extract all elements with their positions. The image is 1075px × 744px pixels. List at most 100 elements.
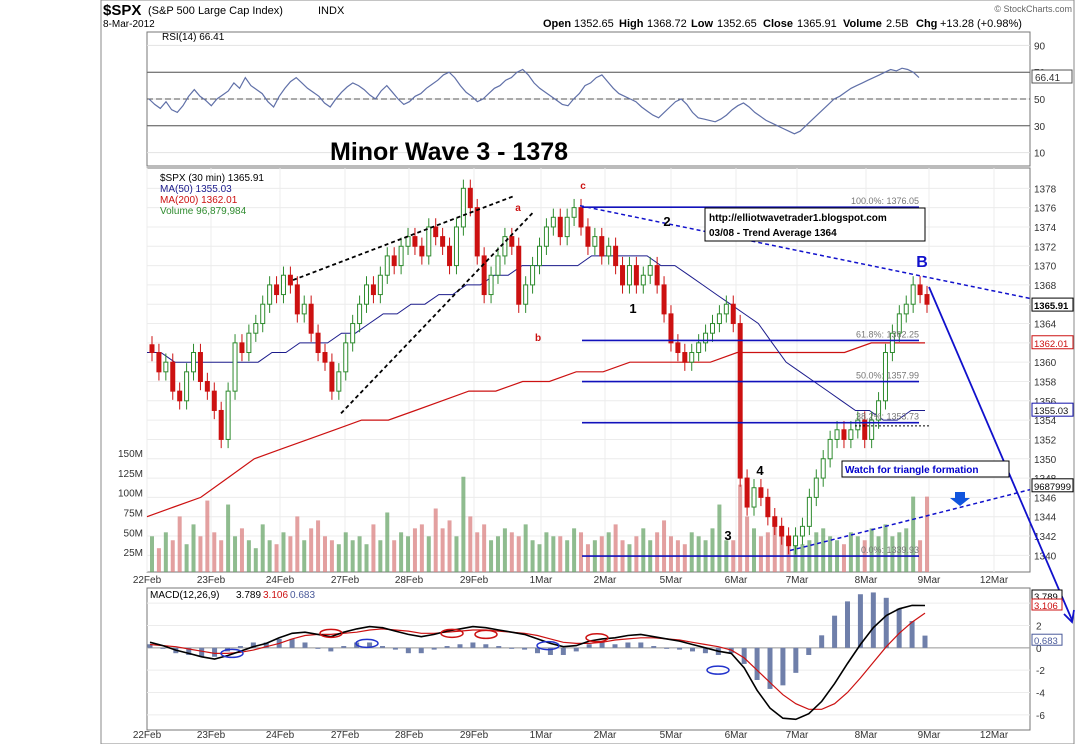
candle-body: [716, 313, 722, 325]
volume-bar: [855, 536, 860, 572]
volume-bar: [329, 540, 334, 572]
macd-histogram-bar: [638, 642, 644, 648]
candle-body: [336, 371, 342, 392]
candle-body: [329, 361, 335, 392]
volume-bar: [606, 532, 611, 572]
candle-body: [855, 419, 861, 431]
candle-body: [668, 313, 674, 344]
macd-histogram-bar: [186, 647, 192, 655]
volume-tick-label: 50M: [124, 528, 143, 539]
volume-bar: [613, 524, 618, 572]
price-tag-label: 9687999: [1034, 482, 1071, 493]
macd-x-axis-label: 28Feb: [395, 730, 424, 741]
candle-body: [889, 332, 895, 354]
volume-bar: [336, 544, 341, 572]
down-arrow-icon: [950, 492, 970, 506]
wave-label: 2: [663, 214, 670, 229]
x-axis-label: 29Feb: [460, 575, 489, 586]
candle-body: [267, 284, 273, 305]
volume-bar: [523, 524, 528, 572]
price-tick-label: 1356: [1034, 397, 1057, 408]
candle-body: [758, 487, 764, 498]
price-tag: [1031, 335, 1074, 350]
volume-bar: [461, 476, 466, 572]
candle-body: [689, 352, 695, 363]
candle-body: [585, 226, 591, 247]
candle-body: [730, 303, 736, 325]
macd-histogram-bar: [289, 638, 295, 648]
macd-histogram-bar: [690, 647, 695, 652]
x-axis-label: 5Mar: [660, 575, 683, 586]
open-value: 1352.65: [574, 18, 614, 30]
candle-body: [398, 245, 404, 267]
volume-bar: [412, 528, 417, 572]
volume-bar: [585, 544, 590, 572]
high-value: 1368.72: [647, 18, 687, 30]
candle-body: [917, 284, 923, 296]
triangle-note: Watch for triangle formation: [845, 465, 979, 476]
macd-histogram-bar: [909, 621, 915, 648]
price-tick-label: 1368: [1034, 281, 1057, 292]
rsi-line: [148, 67, 920, 135]
candle-body: [709, 323, 715, 334]
macd-legend: MACD(12,26,9) 3.789 3.106 0.683: [150, 590, 315, 601]
candle-body: [737, 323, 743, 479]
candle-body: [467, 187, 473, 209]
macd-histogram-bar: [832, 615, 838, 648]
wedge-lower-line: [340, 210, 535, 414]
volume-bar: [426, 536, 431, 572]
macd-histogram-bar: [922, 635, 928, 648]
macd-histogram-bar: [780, 647, 786, 686]
price-tick-label: 1372: [1034, 242, 1057, 253]
candle-body: [765, 496, 771, 518]
candle-body: [211, 390, 217, 411]
macd-histogram-bar: [896, 608, 902, 648]
volume-bar: [219, 540, 224, 572]
volume-bar: [309, 528, 314, 572]
candle-body: [903, 303, 909, 315]
candle-body: [204, 380, 210, 392]
macd-histogram-bar: [793, 647, 799, 673]
macd-histogram-bar: [380, 646, 385, 648]
volume-bar: [399, 532, 404, 572]
volume-bar: [717, 504, 722, 572]
candle-body: [163, 361, 169, 373]
candle-body: [626, 265, 632, 286]
volume-bar: [841, 544, 846, 572]
macd-histogram-bar: [547, 647, 553, 655]
macd-value-tag-label: 0.683: [1034, 636, 1058, 647]
candle-body: [509, 236, 515, 247]
low-label: Low: [691, 18, 713, 30]
macd-histogram-bar: [741, 647, 747, 664]
volume-tick-label: 100M: [118, 489, 143, 500]
macd-histogram-bar: [767, 647, 773, 689]
candle-body: [682, 352, 688, 363]
macd-x-axis-label: 7Mar: [786, 730, 809, 741]
volume-bar: [177, 516, 182, 572]
volume-bar: [191, 524, 196, 572]
candle-body: [453, 226, 459, 267]
macd-x-axis-label: 22Feb: [133, 730, 162, 741]
macd-x-axis-label: 5Mar: [660, 730, 683, 741]
macd-histogram-bar: [250, 642, 256, 648]
volume-bar: [378, 540, 383, 572]
macd-histogram-bar: [870, 592, 876, 648]
macd-signal-line: [149, 612, 926, 710]
volume-bar: [502, 528, 507, 572]
volume-bar: [738, 484, 743, 572]
macd-histogram-bar: [470, 642, 476, 648]
candle-body: [786, 535, 792, 547]
rsi-panel: 103050709066.41: [146, 31, 1073, 167]
volume-bar: [551, 536, 556, 572]
chg-label: Chg: [916, 18, 937, 30]
volume-bar: [274, 544, 279, 572]
macd-histogram-bar: [535, 647, 540, 654]
macd-histogram-bar: [806, 647, 812, 655]
candle-body: [924, 294, 930, 305]
wave-label: B: [916, 254, 928, 271]
price-tick-label: 1342: [1034, 532, 1057, 543]
macd-x-axis-label: 2Mar: [594, 730, 617, 741]
fib-label: 0.0%: 1339.93: [861, 545, 919, 555]
fib-label: 61.8%: 1362.25: [856, 329, 919, 339]
price-legend: $SPX (30 min) 1365.91 MA(50) 1355.03 MA(…: [160, 173, 264, 217]
